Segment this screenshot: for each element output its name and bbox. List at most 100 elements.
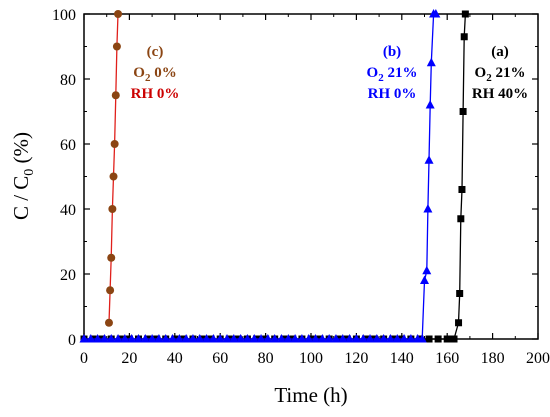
- data-point: [283, 334, 293, 343]
- data-point: [222, 334, 232, 343]
- data-point: [297, 334, 307, 343]
- x-tick-label: 180: [481, 350, 505, 367]
- data-point: [365, 334, 375, 343]
- y-tick-label: 40: [60, 202, 76, 219]
- x-tick-label: 0: [80, 350, 88, 367]
- y-tick-label: 20: [60, 267, 76, 284]
- data-point: [208, 334, 218, 343]
- data-point: [406, 334, 416, 343]
- data-point: [108, 205, 117, 213]
- data-point: [107, 253, 116, 262]
- data-point: [311, 334, 321, 343]
- annotation-line: O2 21%: [475, 65, 526, 84]
- x-tick-label: 120: [344, 350, 368, 367]
- data-point: [420, 275, 429, 284]
- data-point: [431, 9, 441, 18]
- data-point: [104, 318, 113, 327]
- series-line-c: [108, 13, 119, 323]
- x-tick-label: 40: [167, 350, 183, 367]
- data-point: [181, 334, 191, 343]
- data-point: [202, 334, 212, 343]
- y-tick-label: 80: [60, 72, 76, 89]
- x-tick-label: 60: [212, 350, 228, 367]
- data-point: [86, 334, 96, 343]
- data-point: [434, 335, 442, 343]
- series-b: [79, 9, 441, 343]
- x-axis-title: Time (h): [274, 383, 347, 407]
- data-point: [112, 42, 121, 51]
- data-point: [113, 334, 123, 343]
- data-point: [317, 334, 327, 343]
- annotation-b: (b) O2 21% RH 0%: [367, 44, 418, 102]
- data-point: [111, 91, 120, 100]
- annotation-c: (c) O2 0% RH 0%: [131, 44, 180, 102]
- y-axis-title: C / C0 (%): [9, 132, 37, 220]
- data-point: [455, 319, 463, 327]
- data-point: [425, 100, 435, 109]
- data-point: [114, 10, 123, 18]
- data-point: [457, 215, 465, 223]
- data-point: [456, 290, 464, 297]
- data-point: [195, 334, 205, 343]
- x-tick-label: 200: [526, 350, 550, 367]
- x-tick-label: 140: [390, 350, 414, 367]
- data-point: [154, 334, 164, 343]
- annotation-a: (a) O2 21% RH 40%: [472, 44, 528, 102]
- data-point: [79, 334, 89, 343]
- data-point: [459, 108, 467, 115]
- data-point: [425, 335, 433, 343]
- data-point: [229, 334, 239, 343]
- y-title-unit: (%): [9, 132, 33, 169]
- annotation-line: O2 0%: [133, 65, 176, 84]
- y-title-subscript: 0: [22, 169, 37, 176]
- data-point: [106, 286, 115, 295]
- data-point: [188, 334, 198, 343]
- data-point: [426, 57, 436, 67]
- x-tick-label: 20: [121, 350, 137, 367]
- data-point: [127, 334, 137, 343]
- data-point: [120, 334, 130, 343]
- data-point: [450, 335, 458, 343]
- data-point: [93, 334, 103, 343]
- data-point: [174, 334, 184, 343]
- data-point: [304, 334, 314, 343]
- data-point: [161, 334, 171, 343]
- data-point: [324, 334, 334, 343]
- data-point: [99, 334, 109, 343]
- x-tick-label: 80: [258, 350, 274, 367]
- data-point: [106, 334, 116, 343]
- plot-frame: [83, 13, 539, 340]
- data-point: [147, 334, 157, 343]
- data-point: [242, 334, 252, 343]
- annotation-line: (a): [491, 44, 509, 60]
- data-point: [443, 335, 451, 343]
- series-a: [80, 10, 469, 343]
- data-point: [270, 334, 280, 343]
- y-tick-label: 100: [52, 7, 76, 24]
- y-title-main: C / C: [9, 176, 33, 220]
- data-point: [133, 334, 143, 343]
- annotation-layer: (c) O2 0% RH 0% (b) O2 21% RH 0% (a) O2 21% RH 4…: [131, 44, 529, 102]
- x-tick-label: 100: [299, 350, 323, 367]
- data-point: [276, 334, 286, 343]
- y-tick-label: 60: [60, 137, 76, 154]
- data-point: [461, 10, 469, 18]
- data-point: [372, 334, 382, 343]
- data-point: [399, 334, 409, 343]
- data-point: [236, 334, 246, 343]
- data-point: [110, 140, 119, 148]
- data-point: [249, 334, 259, 343]
- data-point: [109, 172, 118, 181]
- series-c: [104, 10, 123, 327]
- data-point: [423, 204, 433, 213]
- y-tick-label: 0: [68, 332, 76, 349]
- annotation-line: RH 0%: [368, 86, 417, 102]
- series-line-a: [84, 13, 467, 340]
- series-line-b: [84, 13, 436, 340]
- series-layer: [79, 9, 469, 343]
- data-point: [256, 334, 266, 343]
- data-point: [351, 334, 361, 343]
- y-axis-ticks: 0 20 40 60 80 100: [52, 7, 538, 349]
